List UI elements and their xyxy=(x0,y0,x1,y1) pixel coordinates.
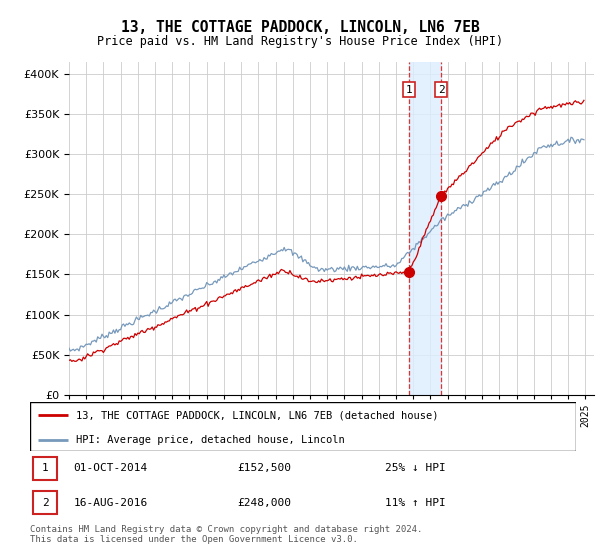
Text: £152,500: £152,500 xyxy=(238,464,292,473)
Text: 16-AUG-2016: 16-AUG-2016 xyxy=(74,498,148,507)
Text: £248,000: £248,000 xyxy=(238,498,292,507)
Bar xyxy=(33,456,58,480)
Text: 01-OCT-2014: 01-OCT-2014 xyxy=(74,464,148,473)
Text: Price paid vs. HM Land Registry's House Price Index (HPI): Price paid vs. HM Land Registry's House … xyxy=(97,35,503,48)
Text: 11% ↑ HPI: 11% ↑ HPI xyxy=(385,498,446,507)
Text: 2: 2 xyxy=(438,85,445,95)
Text: 2: 2 xyxy=(41,498,49,507)
Bar xyxy=(409,62,441,395)
Text: 1: 1 xyxy=(41,464,49,473)
Text: 1: 1 xyxy=(406,85,412,95)
Bar xyxy=(33,491,58,515)
Text: 13, THE COTTAGE PADDOCK, LINCOLN, LN6 7EB (detached house): 13, THE COTTAGE PADDOCK, LINCOLN, LN6 7E… xyxy=(76,410,439,421)
Text: 25% ↓ HPI: 25% ↓ HPI xyxy=(385,464,446,473)
Text: 13, THE COTTAGE PADDOCK, LINCOLN, LN6 7EB: 13, THE COTTAGE PADDOCK, LINCOLN, LN6 7E… xyxy=(121,20,479,35)
Text: Contains HM Land Registry data © Crown copyright and database right 2024.
This d: Contains HM Land Registry data © Crown c… xyxy=(30,525,422,544)
Text: HPI: Average price, detached house, Lincoln: HPI: Average price, detached house, Linc… xyxy=(76,435,345,445)
